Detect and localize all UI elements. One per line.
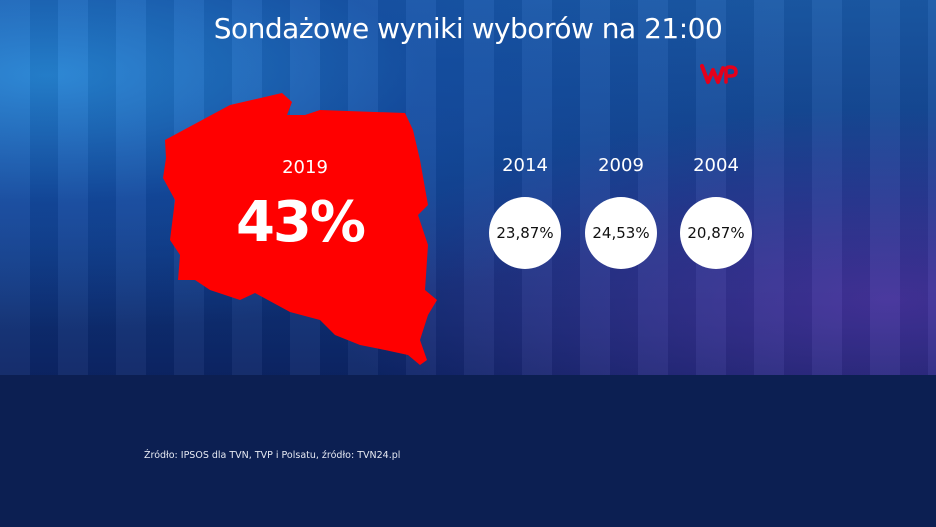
background-top: [0, 0, 936, 375]
source-note: Źródło: IPSOS dla TVN, TVP i Polsatu, źr…: [144, 450, 401, 461]
history-value: 24,53%: [592, 224, 650, 242]
history-value-circle: 24,53%: [585, 197, 657, 269]
history-year: 2004: [693, 155, 739, 176]
main-percentage: 43%: [235, 190, 366, 255]
history-item-2004: 2004 20,87%: [668, 155, 764, 269]
history-value: 20,87%: [687, 224, 745, 242]
page-title: Sondażowe wyniki wyborów na 21:00: [213, 12, 723, 45]
history-value: 23,87%: [496, 224, 554, 242]
history-year: 2014: [502, 155, 548, 176]
history-item-2009: 2009 24,53%: [573, 155, 669, 269]
history-item-2014: 2014 23,87%: [477, 155, 573, 269]
history-year: 2009: [598, 155, 644, 176]
main-year: 2019: [282, 157, 328, 178]
background-bottom: [0, 375, 936, 527]
history-value-circle: 23,87%: [489, 197, 561, 269]
history-value-circle: 20,87%: [680, 197, 752, 269]
background-bars: [0, 0, 936, 375]
wp-logo-icon: [700, 64, 738, 84]
